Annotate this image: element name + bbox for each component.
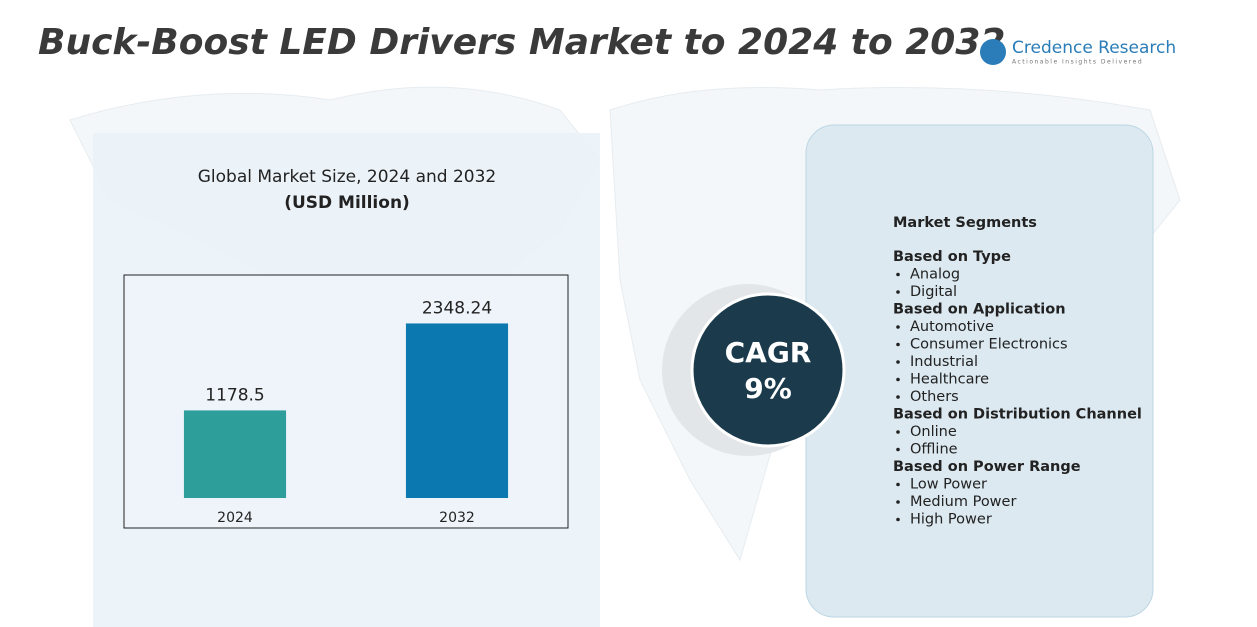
x-tick-label: 2032 <box>439 510 475 526</box>
value-label: 1178.5 <box>205 385 264 405</box>
cagr-circle <box>690 292 846 448</box>
bullet <box>896 482 900 487</box>
bullet <box>896 325 900 329</box>
bullet <box>896 430 900 434</box>
chart-title: Global Market Size, 2024 and 2032 <box>198 167 497 187</box>
cagr-label: CAGR <box>725 336 812 369</box>
segment-item: Consumer Electronics <box>910 337 1068 353</box>
segment-item: Analog <box>910 267 960 283</box>
bullet <box>896 342 900 347</box>
logo-tagline: Actionable Insights Delivered <box>1012 59 1143 66</box>
bullet <box>896 290 900 294</box>
segment-heading: Based on Distribution Channel <box>893 407 1142 423</box>
segment-heading: Based on Application <box>893 302 1066 318</box>
segments-title: Market Segments <box>893 215 1037 231</box>
segment-item: High Power <box>910 512 992 528</box>
bullet <box>896 272 900 277</box>
bullet <box>896 447 900 452</box>
segment-item: Others <box>910 389 959 405</box>
segment-item: Industrial <box>910 354 978 370</box>
bullet <box>896 377 900 382</box>
logo-icon <box>980 39 1006 65</box>
segment-item: Digital <box>910 284 957 300</box>
chart-subtitle: (USD Million) <box>284 193 410 213</box>
segment-heading: Based on Type <box>893 249 1011 265</box>
bullet <box>896 360 900 364</box>
segment-item: Online <box>910 424 957 440</box>
bullet <box>896 395 900 399</box>
page-title: Buck-Boost LED Drivers Market to 2024 to… <box>38 22 1005 63</box>
bullet <box>896 517 900 522</box>
cagr-value: 9% <box>744 372 792 405</box>
segment-item: Healthcare <box>910 372 989 388</box>
segment-item: Automotive <box>910 319 994 335</box>
segment-item: Low Power <box>910 477 987 493</box>
segment-heading: Based on Power Range <box>893 459 1081 475</box>
bar <box>183 410 287 498</box>
value-label: 2348.24 <box>422 298 492 318</box>
bar <box>405 323 509 498</box>
segment-item: Medium Power <box>910 494 1016 510</box>
bullet <box>896 500 900 504</box>
logo-name: Credence Research <box>1012 38 1176 58</box>
segment-item: Offline <box>910 442 958 458</box>
x-tick-label: 2024 <box>217 510 253 526</box>
